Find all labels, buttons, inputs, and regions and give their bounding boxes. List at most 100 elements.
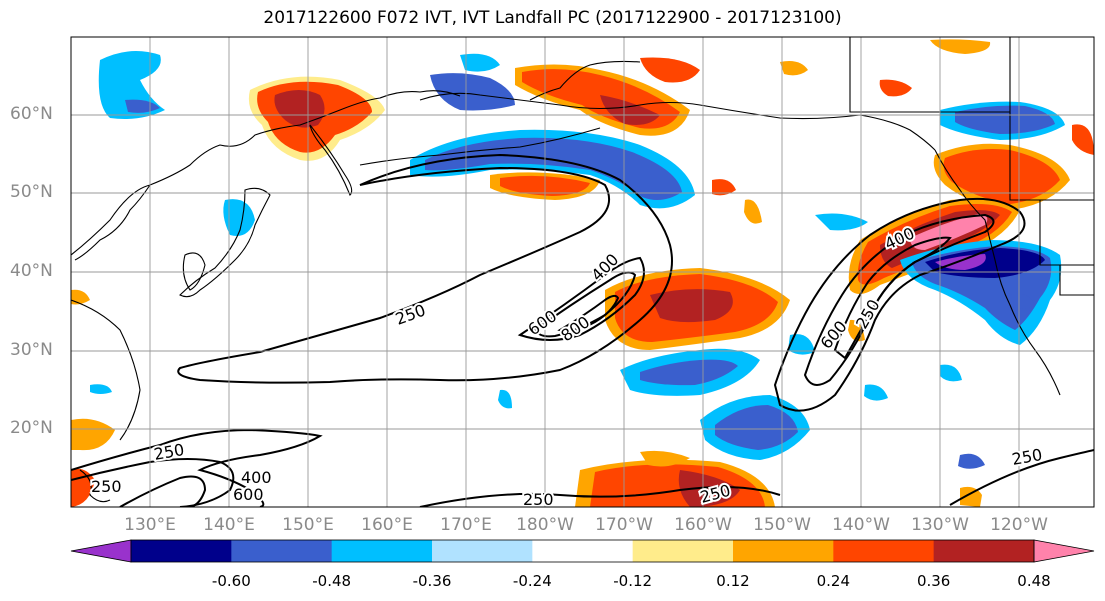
- lon-label-140e: 140°E: [203, 515, 255, 535]
- graticule: [71, 37, 1094, 507]
- pc-negative-area: [958, 453, 985, 469]
- pc-positive-area: [879, 79, 912, 97]
- colorbar-tick-label: 0.12: [716, 572, 750, 590]
- pc-shading: [71, 39, 1094, 507]
- border-line: [1039, 200, 1094, 266]
- lon-label-150e: 150°E: [282, 515, 334, 535]
- pc-positive-area: [71, 418, 115, 451]
- ivt-contours: [71, 153, 1094, 507]
- pc-negative-area: [425, 137, 682, 201]
- colorbar-segment: [632, 540, 734, 562]
- colorbar-tick-label: -0.24: [512, 572, 552, 590]
- contour-label: 250: [523, 490, 554, 509]
- pc-negative-area: [864, 384, 888, 401]
- pc-negative-area: [925, 248, 1045, 278]
- coastlines: [71, 37, 1094, 503]
- lon-label-120w: 120°W: [990, 515, 1048, 535]
- ivt-contour-250: [773, 197, 1026, 412]
- border-line: [1059, 265, 1094, 296]
- colorbar-segment: [231, 540, 333, 562]
- pc-negative-area: [940, 364, 962, 382]
- colorbar-tick-label: 0.48: [1017, 572, 1051, 590]
- pc-positive-area: [1072, 124, 1094, 155]
- lon-label-160w: 160°W: [674, 515, 732, 535]
- korea-coastline: [182, 252, 206, 291]
- pc-negative-area: [955, 105, 1055, 134]
- colorbar-tick-label: 0.24: [816, 572, 851, 590]
- colorbar-tick-label: -0.12: [613, 572, 653, 590]
- pc-negative-area: [430, 73, 515, 111]
- lon-label-170e: 170°E: [440, 515, 492, 535]
- pc-positive-area: [780, 61, 808, 76]
- lat-label-20n: 20°N: [10, 418, 53, 438]
- border-line: [849, 37, 1011, 113]
- lon-label-150w: 150°W: [753, 515, 811, 535]
- pc-positive-area: [712, 179, 736, 196]
- colorbar-segment: [733, 540, 834, 562]
- ivt-contour-600: [533, 271, 637, 338]
- pc-negative-area: [788, 334, 815, 355]
- lat-label-50n: 50°N: [10, 182, 53, 202]
- pc-positive-area: [678, 470, 740, 507]
- japan-coastline: [179, 187, 271, 298]
- colorbar-segment: [131, 540, 232, 562]
- lon-label-160e: 160°E: [361, 515, 413, 535]
- kamchatka-coastline: [309, 124, 353, 196]
- china-coastline: [71, 299, 141, 441]
- pc-negative-area: [815, 213, 868, 231]
- pc-positive-area: [600, 95, 660, 125]
- ivt-contour-800: [557, 294, 620, 332]
- colorbar-segment: [532, 540, 634, 562]
- ivt-contour-600: [833, 236, 952, 360]
- pc-negative-area: [715, 405, 798, 450]
- asia-coastline: [74, 184, 151, 261]
- pc-positive-area: [650, 289, 733, 323]
- pc-negative-area: [223, 199, 255, 236]
- lon-label-180w: 180°W: [516, 515, 574, 535]
- pc-positive-area: [640, 450, 690, 467]
- colorbar-tick-label: -0.60: [211, 572, 251, 590]
- ivt-contour-250: [949, 449, 1094, 506]
- contour-label: 250: [91, 477, 122, 496]
- alaska-coastline: [419, 92, 936, 151]
- colorbar-tick-label: -0.36: [412, 572, 452, 590]
- colorbar-segment: [331, 540, 433, 562]
- pc-negative-area: [460, 53, 500, 72]
- ivt-contour-400: [71, 458, 235, 507]
- colorbar-segment: [432, 540, 533, 562]
- lat-label-60n: 60°N: [10, 104, 53, 124]
- pc-positive-area: [943, 149, 1060, 204]
- lon-label-130e: 130°E: [124, 515, 176, 535]
- colorbar-tick-label: 0.36: [916, 572, 951, 590]
- pc-negative-area: [498, 389, 512, 409]
- colorbar-tick-label: -0.48: [312, 572, 352, 590]
- colorbar: [70, 539, 1095, 563]
- colorbar-extend-high: [1033, 539, 1095, 563]
- ivt-contour-600: [119, 475, 207, 507]
- contour-label: 400: [241, 468, 272, 487]
- pc-negative-area: [640, 359, 738, 386]
- ivt-contour-250: [177, 153, 673, 384]
- pc-negative-area: [1010, 293, 1035, 309]
- pc-positive-area: [640, 57, 700, 83]
- colorbar-segment: [833, 540, 935, 562]
- pc-positive-area: [71, 289, 90, 305]
- border-line: [1009, 112, 1094, 201]
- colorbar-extend-low: [70, 539, 132, 563]
- asia-coastline: [71, 90, 461, 256]
- lon-label-170w: 170°W: [595, 515, 653, 535]
- lon-label-130w: 130°W: [911, 515, 969, 535]
- pc-negative-area: [125, 99, 160, 113]
- lat-label-30n: 30°N: [10, 340, 53, 360]
- aleutian-islands: [359, 127, 601, 166]
- colorbar-segment: [933, 540, 1035, 562]
- ivt-contour-250: [419, 485, 781, 507]
- contour-label: 600: [233, 485, 264, 504]
- pc-negative-area: [90, 384, 112, 394]
- map-title: 2017122600 F072 IVT, IVT Landfall PC (20…: [263, 8, 842, 28]
- north-america-coastline: [934, 149, 1061, 396]
- ivt-contour-400: [517, 256, 645, 341]
- colorbar-outline: [130, 539, 1035, 563]
- map-frame: [70, 36, 1095, 508]
